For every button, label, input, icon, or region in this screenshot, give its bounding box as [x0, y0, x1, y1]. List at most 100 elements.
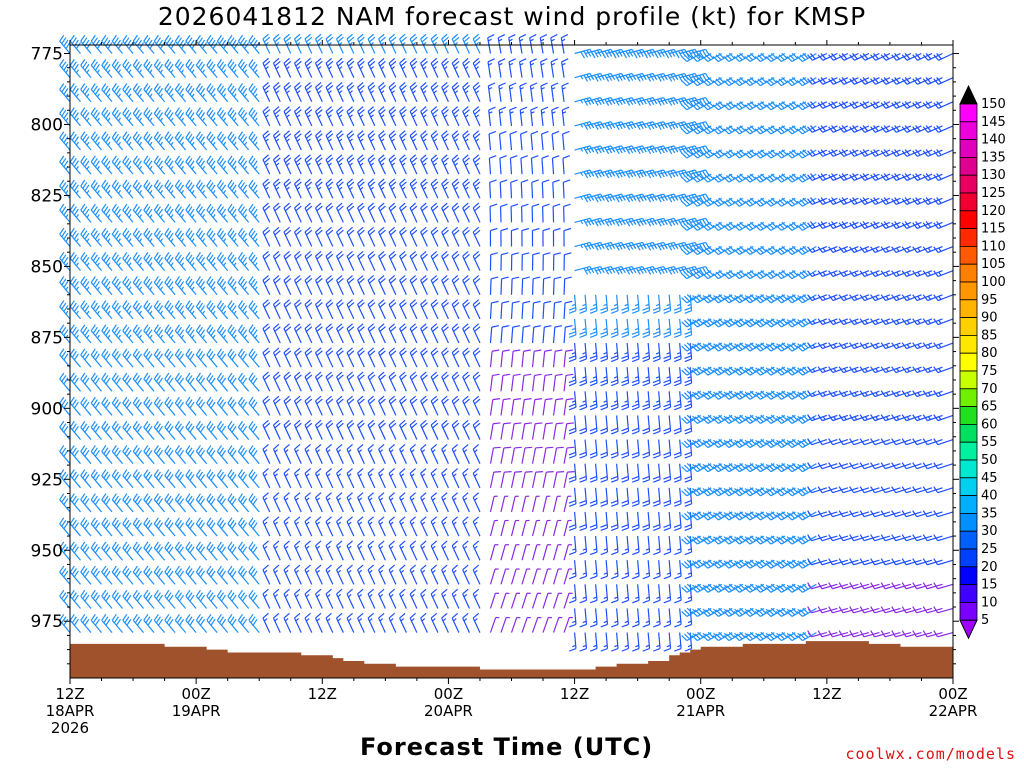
- wind-barb: [164, 179, 176, 199]
- wind-barb: [521, 568, 531, 585]
- wind-barb: [153, 396, 166, 416]
- wind-barb: [325, 419, 334, 440]
- wind-barb: [293, 323, 302, 344]
- wind-barb: [605, 145, 626, 155]
- wind-barb: [589, 632, 598, 652]
- wind-barb: [293, 612, 302, 633]
- wind-barb: [520, 179, 529, 199]
- wind-barb: [132, 445, 145, 465]
- wind-barb: [500, 349, 510, 368]
- wind-barb: [111, 589, 124, 609]
- wind-barb: [293, 202, 302, 223]
- wind-barb: [409, 564, 418, 585]
- wind-barb: [451, 154, 460, 175]
- wind-barb: [610, 632, 619, 652]
- wind-barb: [891, 462, 912, 470]
- wind-barb: [653, 536, 661, 556]
- wind-barb: [195, 227, 208, 247]
- wind-barb: [500, 568, 510, 585]
- wind-barb: [626, 241, 647, 251]
- wind-barb: [206, 565, 218, 585]
- wind-barb: [605, 121, 626, 130]
- wind-barb: [101, 565, 113, 585]
- wind-barb: [552, 446, 564, 464]
- wind-barb: [272, 226, 281, 247]
- wind-barb: [510, 252, 519, 271]
- wind-barb: [59, 348, 71, 368]
- wind-barb: [206, 589, 218, 609]
- colorbar-swatch: [959, 530, 978, 550]
- wind-barb: [589, 463, 598, 483]
- wind-barb: [216, 131, 229, 151]
- wind-barb: [272, 564, 281, 585]
- wind-barb: [164, 34, 176, 54]
- wind-barb: [472, 371, 481, 392]
- wind-barb: [674, 536, 682, 556]
- wind-barb: [80, 324, 92, 344]
- wind-barb: [80, 348, 92, 368]
- colorbar-label: 90: [981, 311, 998, 326]
- wind-barb: [430, 347, 439, 368]
- wind-barb: [933, 173, 954, 181]
- wind-barb: [658, 217, 679, 227]
- wind-barb: [90, 517, 102, 537]
- wind-barb: [595, 169, 616, 179]
- wind-barb: [568, 487, 577, 507]
- wind-barb: [283, 540, 292, 561]
- wind-barb: [153, 493, 166, 513]
- colorbar-swatch: [959, 584, 978, 603]
- wind-barb: [283, 299, 292, 320]
- wind-barb: [626, 265, 647, 275]
- wind-barb: [658, 169, 679, 179]
- wind-barb: [817, 486, 838, 494]
- colorbar-swatch: [959, 334, 978, 354]
- wind-barb: [859, 270, 880, 278]
- wind-barb: [216, 420, 229, 440]
- wind-barb: [552, 471, 565, 488]
- wind-barb: [441, 323, 449, 344]
- wind-barb: [420, 419, 428, 440]
- wind-barb: [430, 492, 439, 513]
- wind-barb: [164, 324, 176, 344]
- wind-barb: [462, 492, 470, 513]
- wind-barb: [472, 492, 481, 513]
- wind-barb: [621, 632, 630, 652]
- wind-barb: [80, 517, 92, 537]
- wind-barb: [101, 252, 113, 272]
- wind-barb: [143, 155, 155, 175]
- wind-barb: [185, 107, 197, 127]
- wind-barb: [531, 568, 541, 585]
- wind-barb-layer: [59, 33, 954, 652]
- wind-barb: [849, 270, 870, 278]
- wind-barb: [153, 613, 166, 633]
- wind-barb: [132, 252, 145, 272]
- wind-barb: [111, 420, 124, 440]
- wind-barb: [346, 82, 355, 103]
- wind-barb: [530, 155, 539, 175]
- wind-barb: [901, 534, 922, 542]
- wind-barb: [509, 155, 518, 175]
- wind-barb: [637, 241, 658, 251]
- wind-barb: [901, 342, 922, 350]
- wind-barb: [451, 588, 460, 609]
- wind-barb: [409, 612, 418, 633]
- wind-barb: [293, 130, 302, 151]
- colorbar-swatch: [959, 281, 978, 301]
- credit-link[interactable]: coolwx.com/models: [845, 745, 1016, 763]
- wind-barb: [216, 541, 229, 561]
- wind-barb: [430, 395, 439, 416]
- wind-barb: [143, 420, 155, 440]
- wind-barb: [325, 299, 334, 320]
- wind-barb: [658, 121, 679, 130]
- wind-barb: [122, 155, 134, 175]
- wind-barb: [143, 131, 155, 151]
- wind-barb: [451, 299, 460, 320]
- wind-barb: [272, 347, 281, 368]
- wind-barb: [90, 565, 102, 585]
- wind-barb: [122, 300, 134, 320]
- wind-barb: [272, 492, 281, 513]
- wind-barb: [600, 536, 609, 556]
- wind-barb: [336, 540, 344, 561]
- wind-barb: [69, 420, 81, 440]
- wind-barb: [552, 616, 563, 633]
